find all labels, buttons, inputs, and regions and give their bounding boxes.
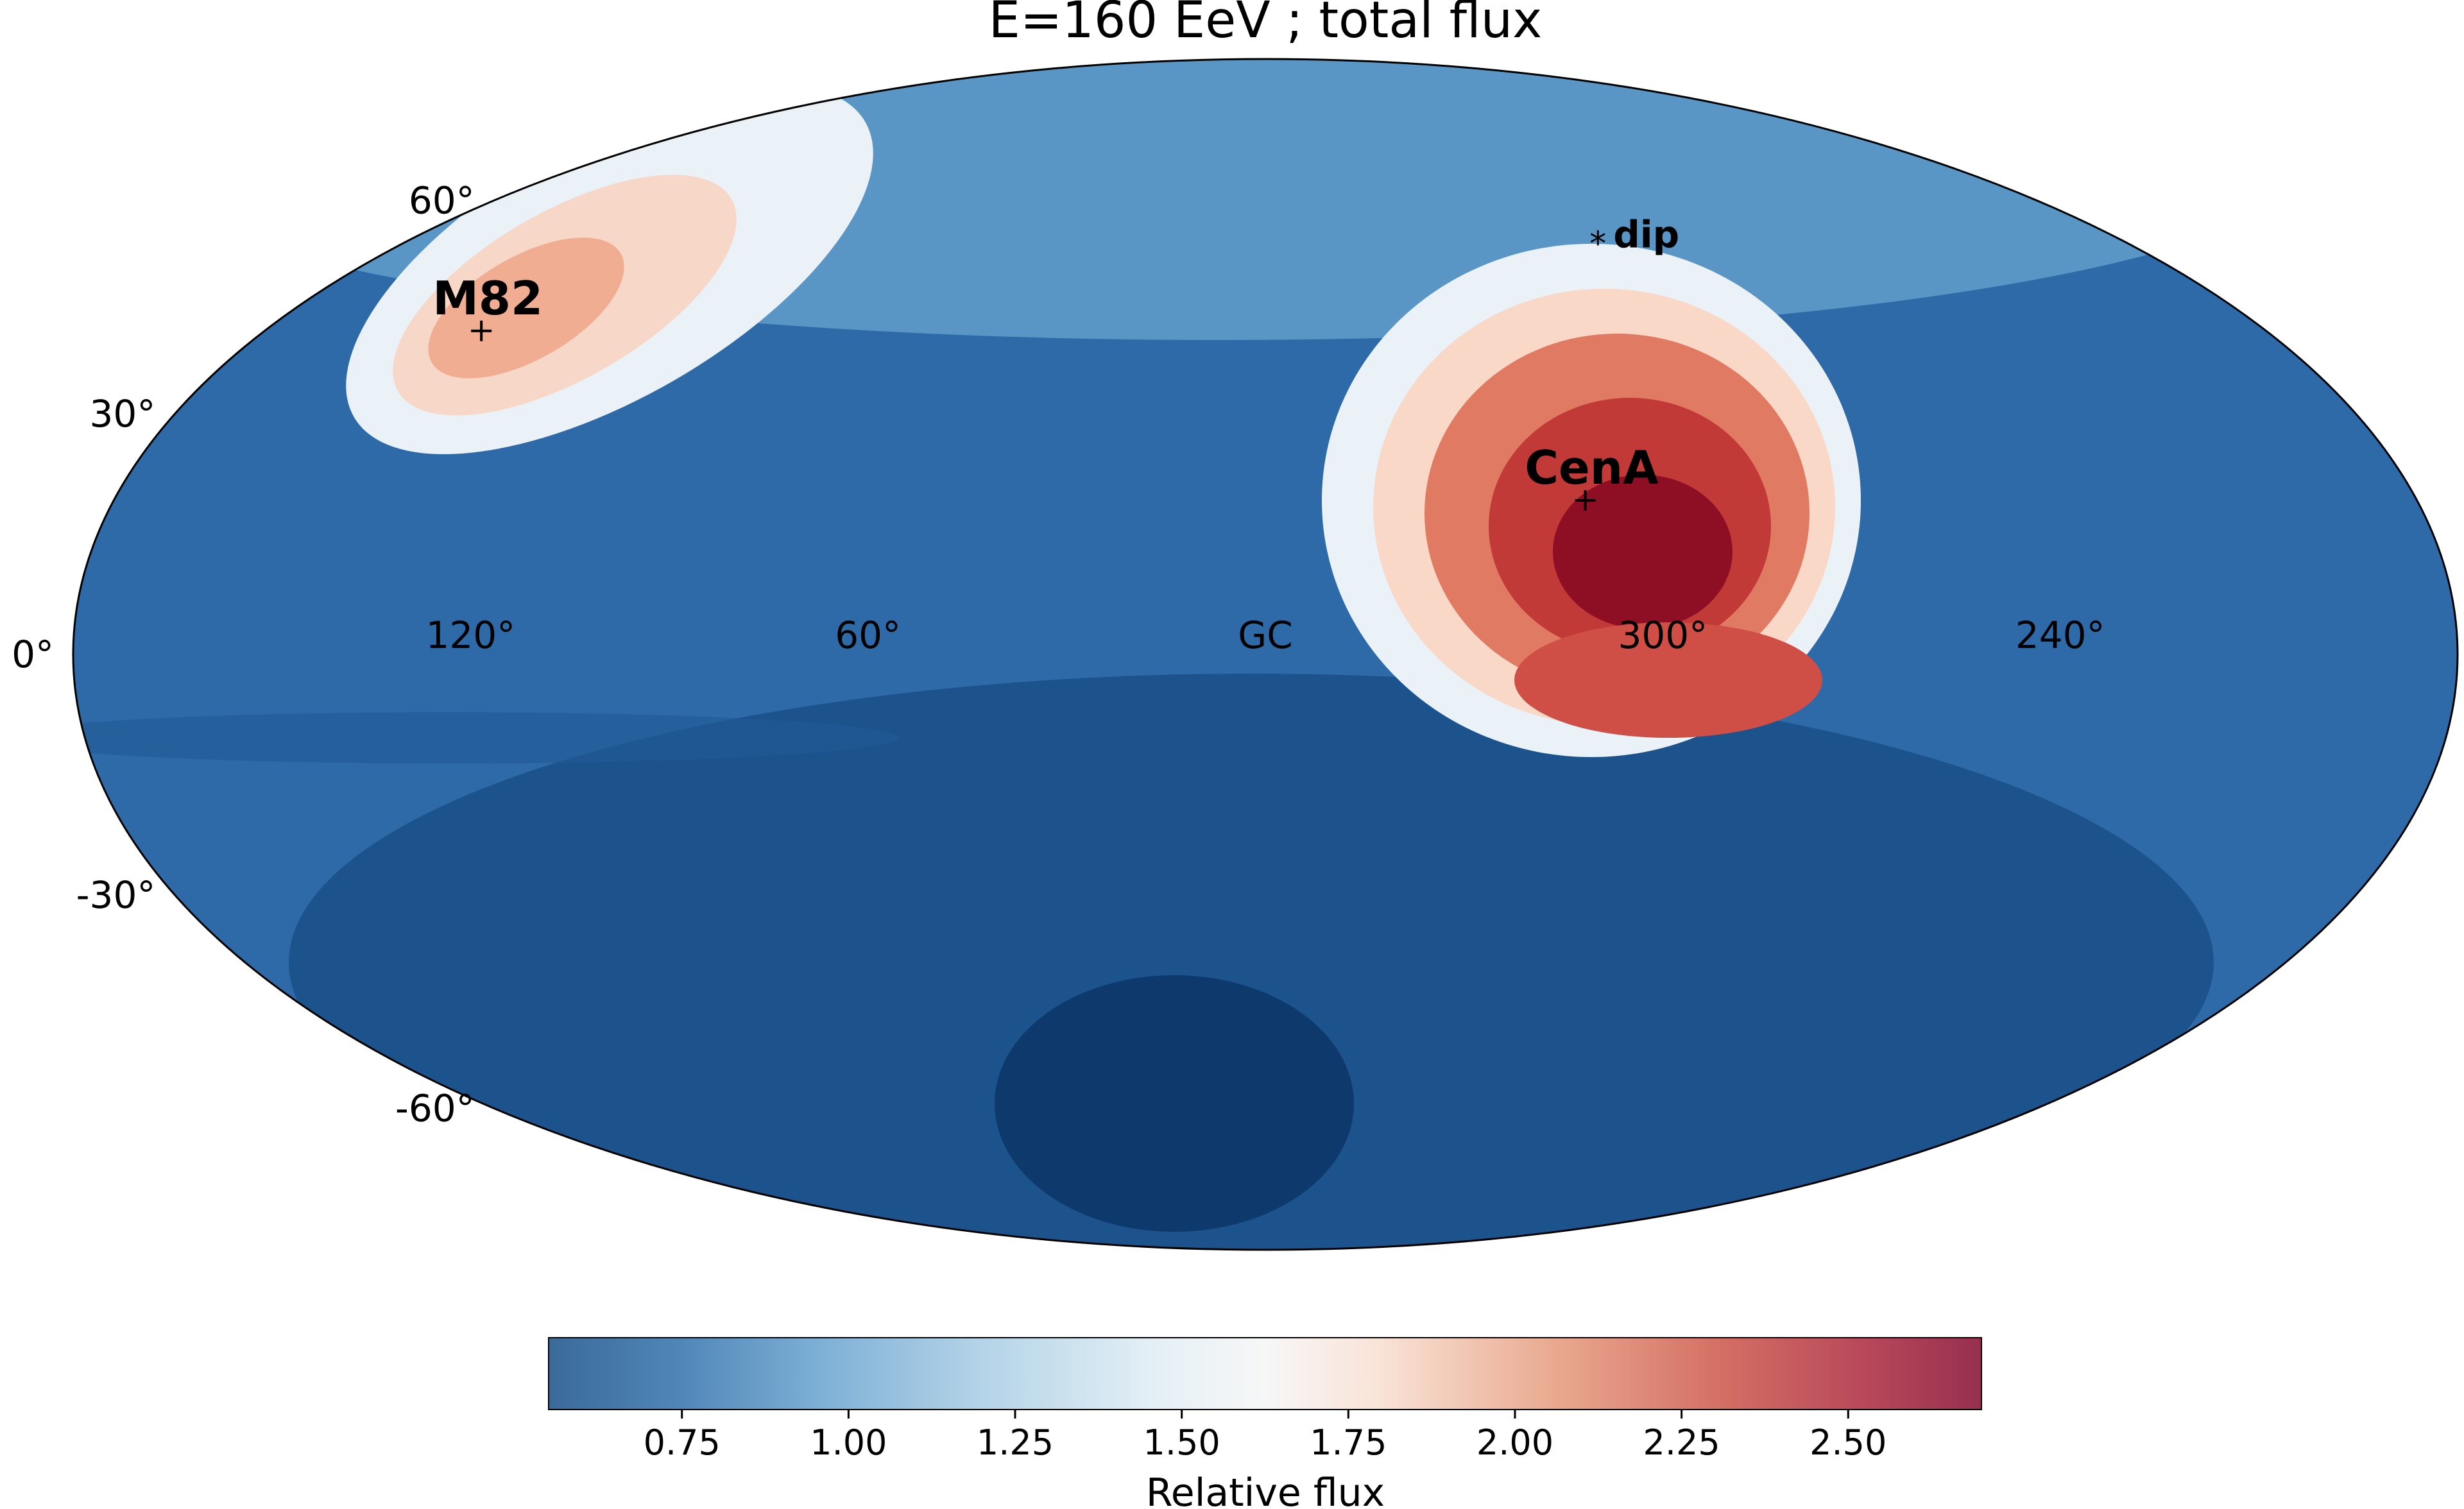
cena-lower-lobe <box>1514 622 1822 738</box>
colorbar-tick-label: 1.25 <box>977 1422 1054 1463</box>
dip-label: dip <box>1613 212 1679 256</box>
lat-tick-label: 0° <box>12 633 54 676</box>
lat-tick-label: -60° <box>395 1086 475 1130</box>
colorbar: 0.75 1.00 1.25 1.50 1.75 2.00 2.25 2.50 Relativ… <box>548 1337 1982 1509</box>
lon-tick-label: 240° <box>2015 613 2105 657</box>
sky-map <box>73 59 2458 1250</box>
cena-core <box>1553 475 1733 629</box>
lon-tick-label: 120° <box>425 613 515 657</box>
lon-tick-label: 300° <box>1618 613 1707 657</box>
m82-label: M82 <box>432 271 543 325</box>
chart-title: E=160 EeV ; total flux <box>989 0 1543 49</box>
flux-equatorial-stripe <box>73 712 898 763</box>
colorbar-label: Relative flux <box>1146 1471 1385 1509</box>
lat-tick-label: 60° <box>409 179 475 223</box>
colorbar-tick-label: 2.50 <box>1810 1422 1887 1463</box>
lon-tick-label: 60° <box>835 613 901 657</box>
dip-marker: * <box>1589 225 1606 263</box>
map-boundary <box>72 58 2459 1251</box>
cena-label: CenA <box>1525 441 1659 495</box>
colorbar-tick-label: 1.50 <box>1143 1422 1220 1463</box>
m82-core <box>428 237 624 379</box>
colorbar-tick-label: 2.00 <box>1476 1422 1553 1463</box>
colorbar-tick-label: 0.75 <box>644 1422 721 1463</box>
lat-tick-label: 30° <box>90 392 156 436</box>
colorbar-gradient <box>548 1337 1982 1410</box>
colorbar-tick-label: 1.75 <box>1310 1422 1387 1463</box>
lon-tick-label: GC <box>1238 613 1292 657</box>
cena-marker <box>1575 490 1596 511</box>
flux-minimum-region <box>995 975 1354 1232</box>
m82-marker <box>471 320 492 341</box>
flux-southern-dark-region <box>289 674 2214 1250</box>
colorbar-tick-label: 2.25 <box>1643 1422 1720 1463</box>
lat-tick-label: -30° <box>76 873 156 917</box>
colorbar-tick-label: 1.00 <box>810 1422 887 1463</box>
